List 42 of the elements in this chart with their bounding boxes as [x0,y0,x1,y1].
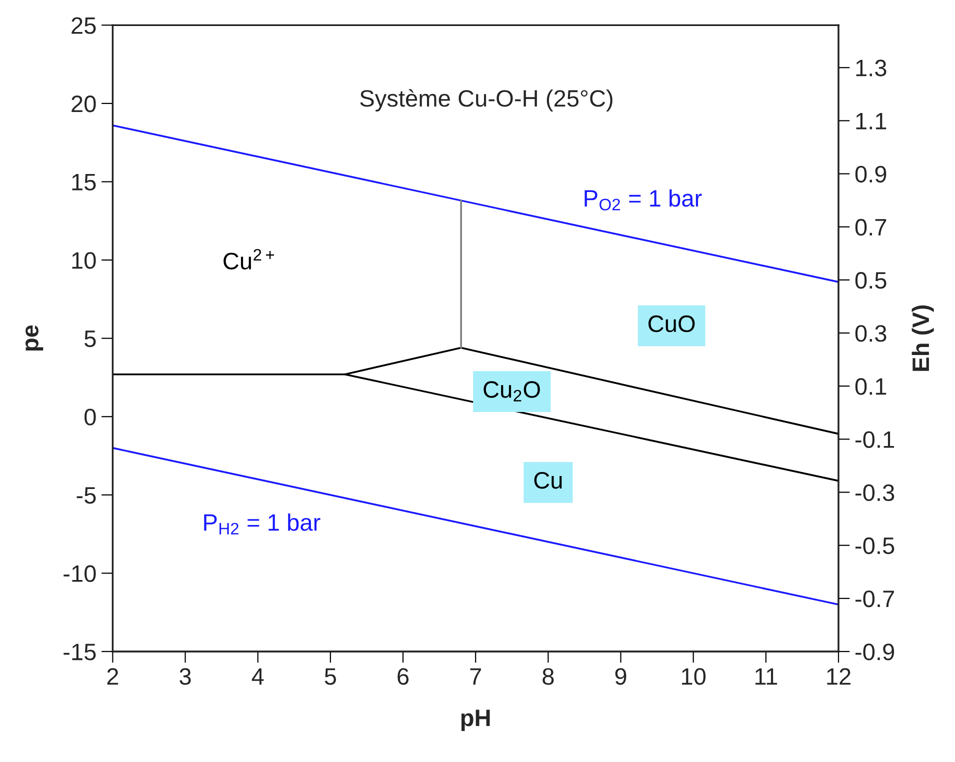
x-tick-label: 3 [180,668,191,685]
x-tick-label: 4 [252,668,264,685]
y2-axis-title: Eh (V) [912,305,934,371]
text: Système Cu-O-H (25°C) [360,89,612,112]
y-tick-label: 5 [84,330,96,348]
y2-tick-label: -0.5 [856,537,894,554]
x-tick-label: 10 [682,668,706,685]
x-tick-label: 7 [470,668,481,685]
x-tick-label: 12 [827,668,850,685]
x-tick-label: 5 [324,668,336,685]
y2-tick-label: 0.3 [855,325,886,342]
y2-tick-label: 0.7 [855,218,886,236]
y-tick-label: 20 [72,96,96,112]
y-tick-label: 10 [72,252,96,269]
annotation: Cu$_{2}$O [484,381,540,402]
y2-tick-label: -0.3 [856,484,894,502]
x-tick-label: 8 [542,668,554,685]
annotation: Cu [534,472,562,489]
y2-tick-label: 0.1 [855,378,886,395]
y2-tick-label: 1.3 [856,60,886,76]
y-axis-title: pe [26,325,44,351]
x-tick-label: 9 [615,668,626,685]
y2-tick-label: 0.9 [855,166,886,183]
x-tick-label: 2 [107,668,118,685]
y-tick-label: -10 [64,565,96,582]
y-tick-label: -5 [76,487,96,504]
y2-tick-label: -0.7 [856,590,894,608]
y-tick-label: 0 [84,408,96,426]
y2-tick-label: 1.1 [856,113,886,130]
y2-tick-label: -0.9 [856,644,894,660]
y-tick-label: -15 [64,644,96,660]
y-tick-label: 15 [72,174,96,191]
annotation: Cu$^{2+}$ [224,248,274,270]
annotation: P$_{H2}$ = 1 bar [204,514,320,534]
x-tick-label: 11 [755,668,778,685]
annotation: CuO [648,315,695,332]
annotation: P$_{O2}$ = 1 bar [584,189,702,210]
y2-tick-label: -0.1 [856,431,894,448]
y-tick-label: 25 [72,17,96,34]
x-axis-title: pH [461,710,490,731]
x-tick-label: 6 [398,668,409,685]
y2-tick-label: 0.5 [855,272,886,289]
